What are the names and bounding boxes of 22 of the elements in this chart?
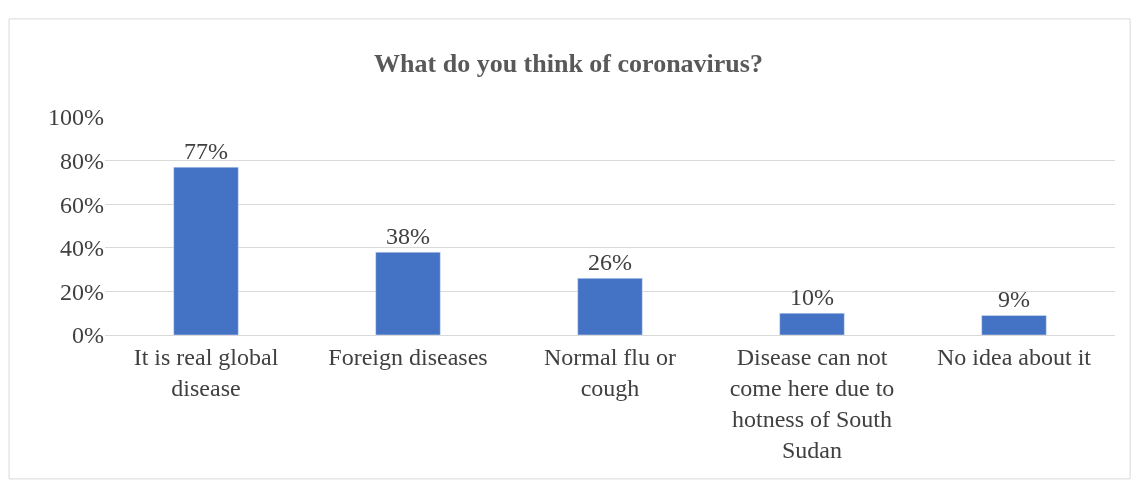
data-label: 10%: [790, 284, 834, 311]
x-tick-label: Normal flu or cough: [544, 343, 676, 401]
y-tick-label: 80%: [60, 148, 104, 174]
y-tick-label: 100%: [48, 104, 104, 131]
data-label: 77%: [184, 138, 228, 165]
x-tick-label: Disease can not come here due to hotness of South Sudan: [729, 343, 895, 464]
chart-title: What do you think of coronavirus?: [374, 49, 763, 79]
bar: [779, 312, 845, 335]
y-tick-label: 20%: [60, 278, 104, 305]
x-tick-label: No idea about it: [937, 343, 1092, 370]
bar: [577, 278, 643, 335]
data-label: 38%: [386, 223, 430, 250]
bar: [981, 315, 1047, 335]
y-tick-label: 40%: [60, 235, 104, 262]
data-label: 26%: [588, 249, 632, 276]
bar: [375, 251, 441, 335]
bar: [173, 166, 239, 335]
y-tick-label: 60%: [60, 191, 104, 218]
x-tick-label: It is real global disease: [133, 343, 279, 401]
data-label: 9%: [998, 286, 1030, 313]
x-tick-label: Foreign diseases: [328, 343, 488, 370]
y-tick-label: 0%: [72, 322, 104, 349]
